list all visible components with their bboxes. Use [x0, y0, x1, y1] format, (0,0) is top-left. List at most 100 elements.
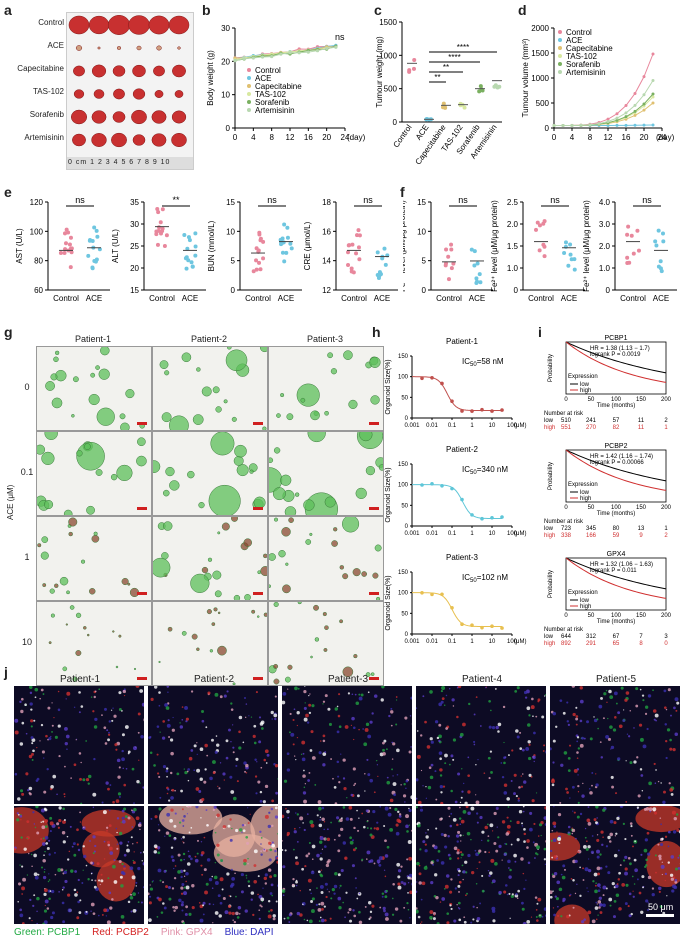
tumour-row-label: Artemisinin [24, 133, 64, 142]
stain-dot [85, 778, 90, 782]
stain-dot [593, 818, 597, 822]
stain-dot [143, 850, 144, 854]
stain-dot [293, 830, 297, 834]
stain-dot [586, 720, 590, 724]
stain-dot [17, 797, 21, 801]
stain-dot [587, 869, 592, 873]
stain-dot [644, 712, 648, 715]
stain-dot [148, 892, 150, 896]
risk-high-label: high [544, 641, 555, 647]
data-dot [67, 242, 72, 247]
stain-dot [330, 897, 333, 900]
stain-dot [159, 879, 162, 882]
stain-dot [153, 844, 158, 849]
data-dot [349, 266, 354, 271]
stain-dot [356, 794, 360, 798]
stain-dot [217, 785, 219, 787]
stain-dot [386, 776, 389, 779]
risk-high-value: 166 [586, 533, 597, 539]
stain-dot [183, 891, 188, 896]
stain-dot [521, 822, 524, 825]
x-tick-label: 12 [604, 133, 613, 142]
data-dot [380, 256, 385, 261]
stain-dot [429, 690, 433, 694]
stain-dot [485, 686, 487, 689]
stain-dot [579, 699, 584, 704]
stain-dot [53, 716, 55, 719]
stain-dot [316, 853, 320, 858]
x-tick-label: 0.1 [448, 423, 457, 429]
organoid [313, 604, 319, 611]
stain-dot [637, 794, 641, 798]
stain-dot [76, 843, 79, 846]
stain-dot [463, 916, 466, 919]
data-dot [356, 228, 361, 233]
stain-dot [252, 734, 256, 738]
stain-dot [678, 854, 680, 857]
stain-dot [488, 725, 492, 729]
stain-dot [171, 858, 175, 862]
stain-dot [376, 821, 379, 824]
stain-dot [33, 719, 36, 722]
stain-dot [36, 910, 38, 913]
stain-dot [673, 706, 676, 710]
stain-dot [320, 901, 325, 906]
x-axis-label: (day) [347, 133, 365, 142]
stain-dot [273, 873, 277, 878]
stain-dot [402, 794, 407, 798]
stain-dot [660, 864, 665, 869]
stain-dot [488, 699, 491, 703]
stain-dot [191, 884, 195, 888]
stain-dot [663, 689, 667, 693]
dose-point [500, 515, 504, 519]
stain-dot [149, 895, 152, 898]
data-dot [444, 247, 449, 252]
data-dot [661, 239, 666, 244]
stain-dot [609, 725, 613, 729]
stain-dot [386, 845, 390, 849]
stain-dot [644, 865, 647, 869]
stain-dot [640, 774, 644, 777]
organoid-column-header: Patient-1 [74, 334, 112, 344]
stain-dot [26, 837, 28, 840]
risk-low-value: 510 [561, 418, 572, 424]
stain-dot [309, 749, 313, 752]
stain-dot [173, 824, 177, 828]
stain-dot [511, 893, 514, 896]
stain-dot [443, 887, 446, 890]
stain-dot [588, 788, 591, 790]
stain-dot [353, 784, 355, 787]
stain-dot [310, 730, 314, 734]
stain-dot [181, 900, 184, 904]
stain-dot [352, 839, 354, 842]
organoid [262, 426, 267, 430]
stain-dot [660, 782, 662, 784]
stain-dot [320, 918, 325, 923]
organoid [211, 622, 216, 626]
stain-dot [487, 835, 490, 837]
data-dot [92, 225, 97, 230]
organoid [284, 676, 291, 683]
stain-dot [43, 854, 45, 857]
stain-dot [586, 818, 591, 823]
organoid [86, 505, 95, 515]
stain-dot [582, 879, 585, 881]
ihc-image [14, 686, 144, 804]
stain-dot [466, 831, 471, 836]
scale-label: 50 μm [648, 902, 673, 912]
ns-label: ns [335, 32, 345, 42]
stain-dot [57, 690, 60, 693]
organoid-image [36, 516, 152, 601]
stain-dot [93, 850, 96, 853]
stain-dot [34, 696, 37, 699]
stain-dot [19, 814, 23, 818]
stain-dot [508, 875, 512, 879]
stain-dot [661, 861, 663, 863]
stain-dot [51, 724, 54, 727]
stain-dot [370, 827, 373, 830]
km-title: PCBP2 [605, 443, 628, 450]
stain-dot [669, 738, 672, 742]
stain-dot [659, 905, 663, 909]
stain-dot [51, 911, 55, 915]
